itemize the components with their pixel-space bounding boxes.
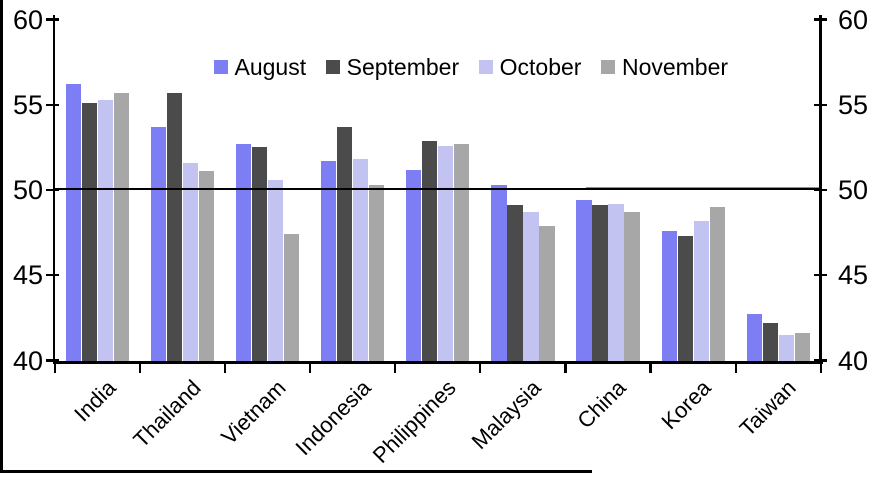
y-tick-label-left: 60 <box>12 4 43 35</box>
category-label-thailand: Thailand <box>127 375 206 453</box>
x-axis-tick <box>564 360 567 373</box>
bar-october-philippines <box>438 145 454 362</box>
x-axis-tick <box>649 360 652 373</box>
bar-august-indonesia <box>321 161 337 362</box>
bar-november-china <box>624 212 640 362</box>
y-tick-label-left: 45 <box>12 260 43 291</box>
bar-august-korea <box>661 230 677 362</box>
x-axis-line <box>52 360 823 364</box>
bar-september-malaysia <box>507 205 523 362</box>
frame-border-left <box>0 0 3 473</box>
y-axis-tick-left <box>45 18 59 21</box>
y-axis-tick-right <box>813 188 827 192</box>
bar-september-indonesia <box>337 126 353 362</box>
x-axis-tick <box>53 360 57 373</box>
y-tick-label-right: 60 <box>838 4 869 35</box>
legend-item-november: November <box>601 53 728 81</box>
bar-august-philippines <box>406 169 422 362</box>
bar-september-philippines <box>422 140 438 362</box>
bar-august-china <box>576 200 592 362</box>
bar-august-vietnam <box>236 143 252 362</box>
bar-october-malaysia <box>523 212 539 362</box>
bar-november-thailand <box>199 171 215 362</box>
y-tick-label-left: 50 <box>12 175 43 205</box>
x-axis-tick <box>734 360 737 373</box>
legend-label: October <box>499 54 582 80</box>
x-axis-tick <box>224 360 227 373</box>
bar-october-indonesia <box>353 159 369 362</box>
bar-october-india <box>98 99 114 362</box>
y-tick-label-left: 55 <box>12 89 43 120</box>
y-axis-tick-right <box>813 18 827 21</box>
x-axis-tick <box>394 360 397 373</box>
bar-november-indonesia <box>369 184 385 362</box>
bar-september-vietnam <box>252 147 268 362</box>
bar-september-china <box>592 205 608 362</box>
bar-october-taiwan <box>778 334 794 362</box>
bar-november-philippines <box>454 143 470 362</box>
reference-line-50-gray-segment <box>586 186 820 189</box>
y-axis-tick-left <box>45 359 59 362</box>
bar-november-korea <box>709 207 725 362</box>
legend: August September October November <box>214 53 748 81</box>
bar-october-korea <box>693 220 709 362</box>
legend-swatch-september-icon <box>326 60 340 74</box>
bar-october-thailand <box>183 162 199 362</box>
y-axis-tick-right <box>813 103 827 106</box>
bar-november-taiwan <box>794 333 810 362</box>
bar-august-taiwan <box>746 314 762 362</box>
bar-november-malaysia <box>539 225 555 362</box>
legend-label: August <box>234 54 307 80</box>
frame-border-bottom <box>0 470 592 473</box>
y-tick-label-left: 40 <box>12 345 43 376</box>
legend-swatch-august-icon <box>214 60 228 74</box>
category-label-taiwan: Taiwan <box>734 375 801 442</box>
bar-august-india <box>66 84 82 362</box>
y-tick-label-right: 55 <box>838 89 869 120</box>
bar-september-thailand <box>167 92 183 362</box>
y-axis-tick-right <box>813 359 827 362</box>
legend-label: November <box>621 54 729 80</box>
category-label-china: China <box>572 375 631 434</box>
bar-november-vietnam <box>284 234 300 362</box>
category-label-indonesia: Indonesia <box>290 375 376 461</box>
bar-august-thailand <box>151 126 167 362</box>
category-label-philippines: Philippines <box>367 375 461 468</box>
legend-swatch-october-icon <box>479 60 493 74</box>
category-label-vietnam: Vietnam <box>215 375 291 450</box>
legend-item-october: October <box>479 53 581 81</box>
category-label-india: India <box>68 375 121 427</box>
bar-october-china <box>608 203 624 362</box>
bar-september-korea <box>677 236 693 362</box>
bar-november-india <box>114 92 130 362</box>
y-axis-tick-left <box>45 188 59 192</box>
legend-label: September <box>346 54 460 80</box>
x-axis-tick <box>819 360 822 373</box>
y-axis-tick-left <box>45 103 59 106</box>
legend-item-september: September <box>326 53 459 81</box>
bar-september-taiwan <box>762 322 778 362</box>
x-axis-tick <box>138 360 142 373</box>
category-label-korea: Korea <box>656 375 716 435</box>
y-axis-tick-left <box>45 274 59 277</box>
y-tick-label-right: 50 <box>838 175 869 205</box>
x-axis-tick <box>479 360 482 373</box>
bar-august-malaysia <box>491 184 507 362</box>
bar-september-india <box>82 103 98 362</box>
x-axis-tick <box>309 360 312 373</box>
bar-october-vietnam <box>268 179 284 362</box>
y-axis-tick-right <box>813 274 827 277</box>
y-tick-label-right: 40 <box>838 345 869 376</box>
reference-line-50 <box>52 187 821 190</box>
category-label-malaysia: Malaysia <box>466 375 546 455</box>
y-tick-label-right: 45 <box>838 260 869 291</box>
legend-swatch-november-icon <box>601 60 615 74</box>
legend-item-august: August <box>214 53 306 81</box>
